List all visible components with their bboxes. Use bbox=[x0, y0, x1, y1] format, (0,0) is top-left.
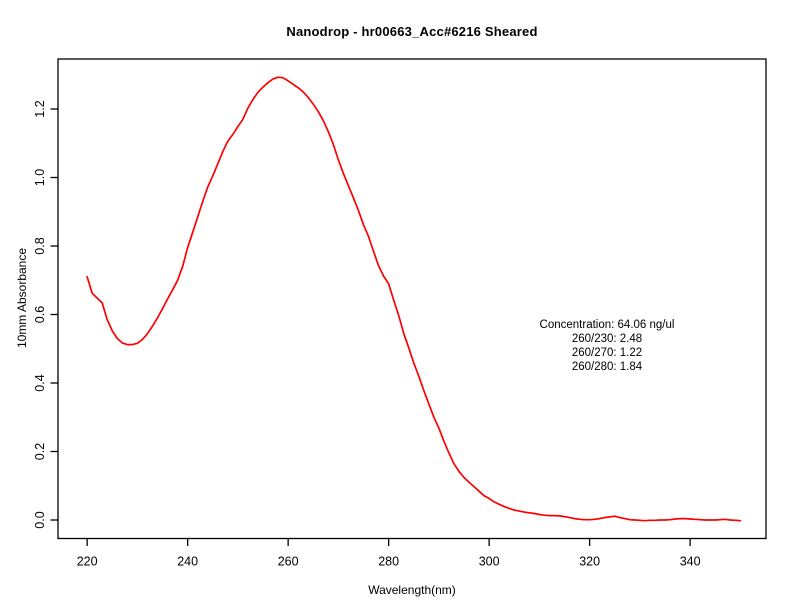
ratio-260-230-text: 260/230: 2.48 bbox=[571, 333, 643, 345]
y-tick-label: 0.0 bbox=[33, 511, 47, 528]
y-tick-label: 1.0 bbox=[33, 169, 47, 186]
y-tick-label: 0.4 bbox=[33, 374, 47, 391]
chart-title: Nanodrop - hr00663_Acc#6216 Sheared bbox=[286, 24, 538, 39]
sample-stats-annotation: Concentration: 64.06 ng/ul 260/230: 2.48… bbox=[487, 318, 727, 374]
x-tick-label: 260 bbox=[278, 555, 299, 569]
x-tick-label: 280 bbox=[378, 555, 399, 569]
y-axis-label: 10mm Absorbance bbox=[15, 247, 29, 349]
x-tick-label: 240 bbox=[177, 555, 198, 569]
y-tick-label: 0.6 bbox=[33, 306, 47, 323]
ratio-260-270-text: 260/270: 1.22 bbox=[571, 347, 643, 359]
x-tick-label: 340 bbox=[680, 555, 701, 569]
ratio-260-280-text: 260/280: 1.84 bbox=[571, 361, 643, 373]
plot-box bbox=[57, 58, 767, 540]
x-tick-label: 300 bbox=[479, 555, 500, 569]
y-tick-label: 0.2 bbox=[33, 443, 47, 460]
x-axis-label: Wavelength(nm) bbox=[368, 583, 456, 597]
absorbance-curve bbox=[86, 76, 742, 522]
y-tick-label: 1.2 bbox=[33, 100, 47, 117]
y-tick-label: 0.8 bbox=[33, 237, 47, 254]
concentration-text: Concentration: 64.06 ng/ul bbox=[539, 319, 675, 331]
x-tick-label: 320 bbox=[579, 555, 600, 569]
x-tick-label: 220 bbox=[77, 555, 98, 569]
